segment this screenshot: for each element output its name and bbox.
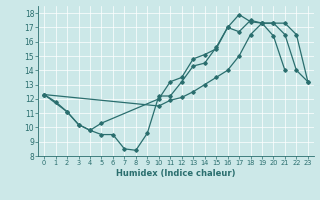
X-axis label: Humidex (Indice chaleur): Humidex (Indice chaleur): [116, 169, 236, 178]
